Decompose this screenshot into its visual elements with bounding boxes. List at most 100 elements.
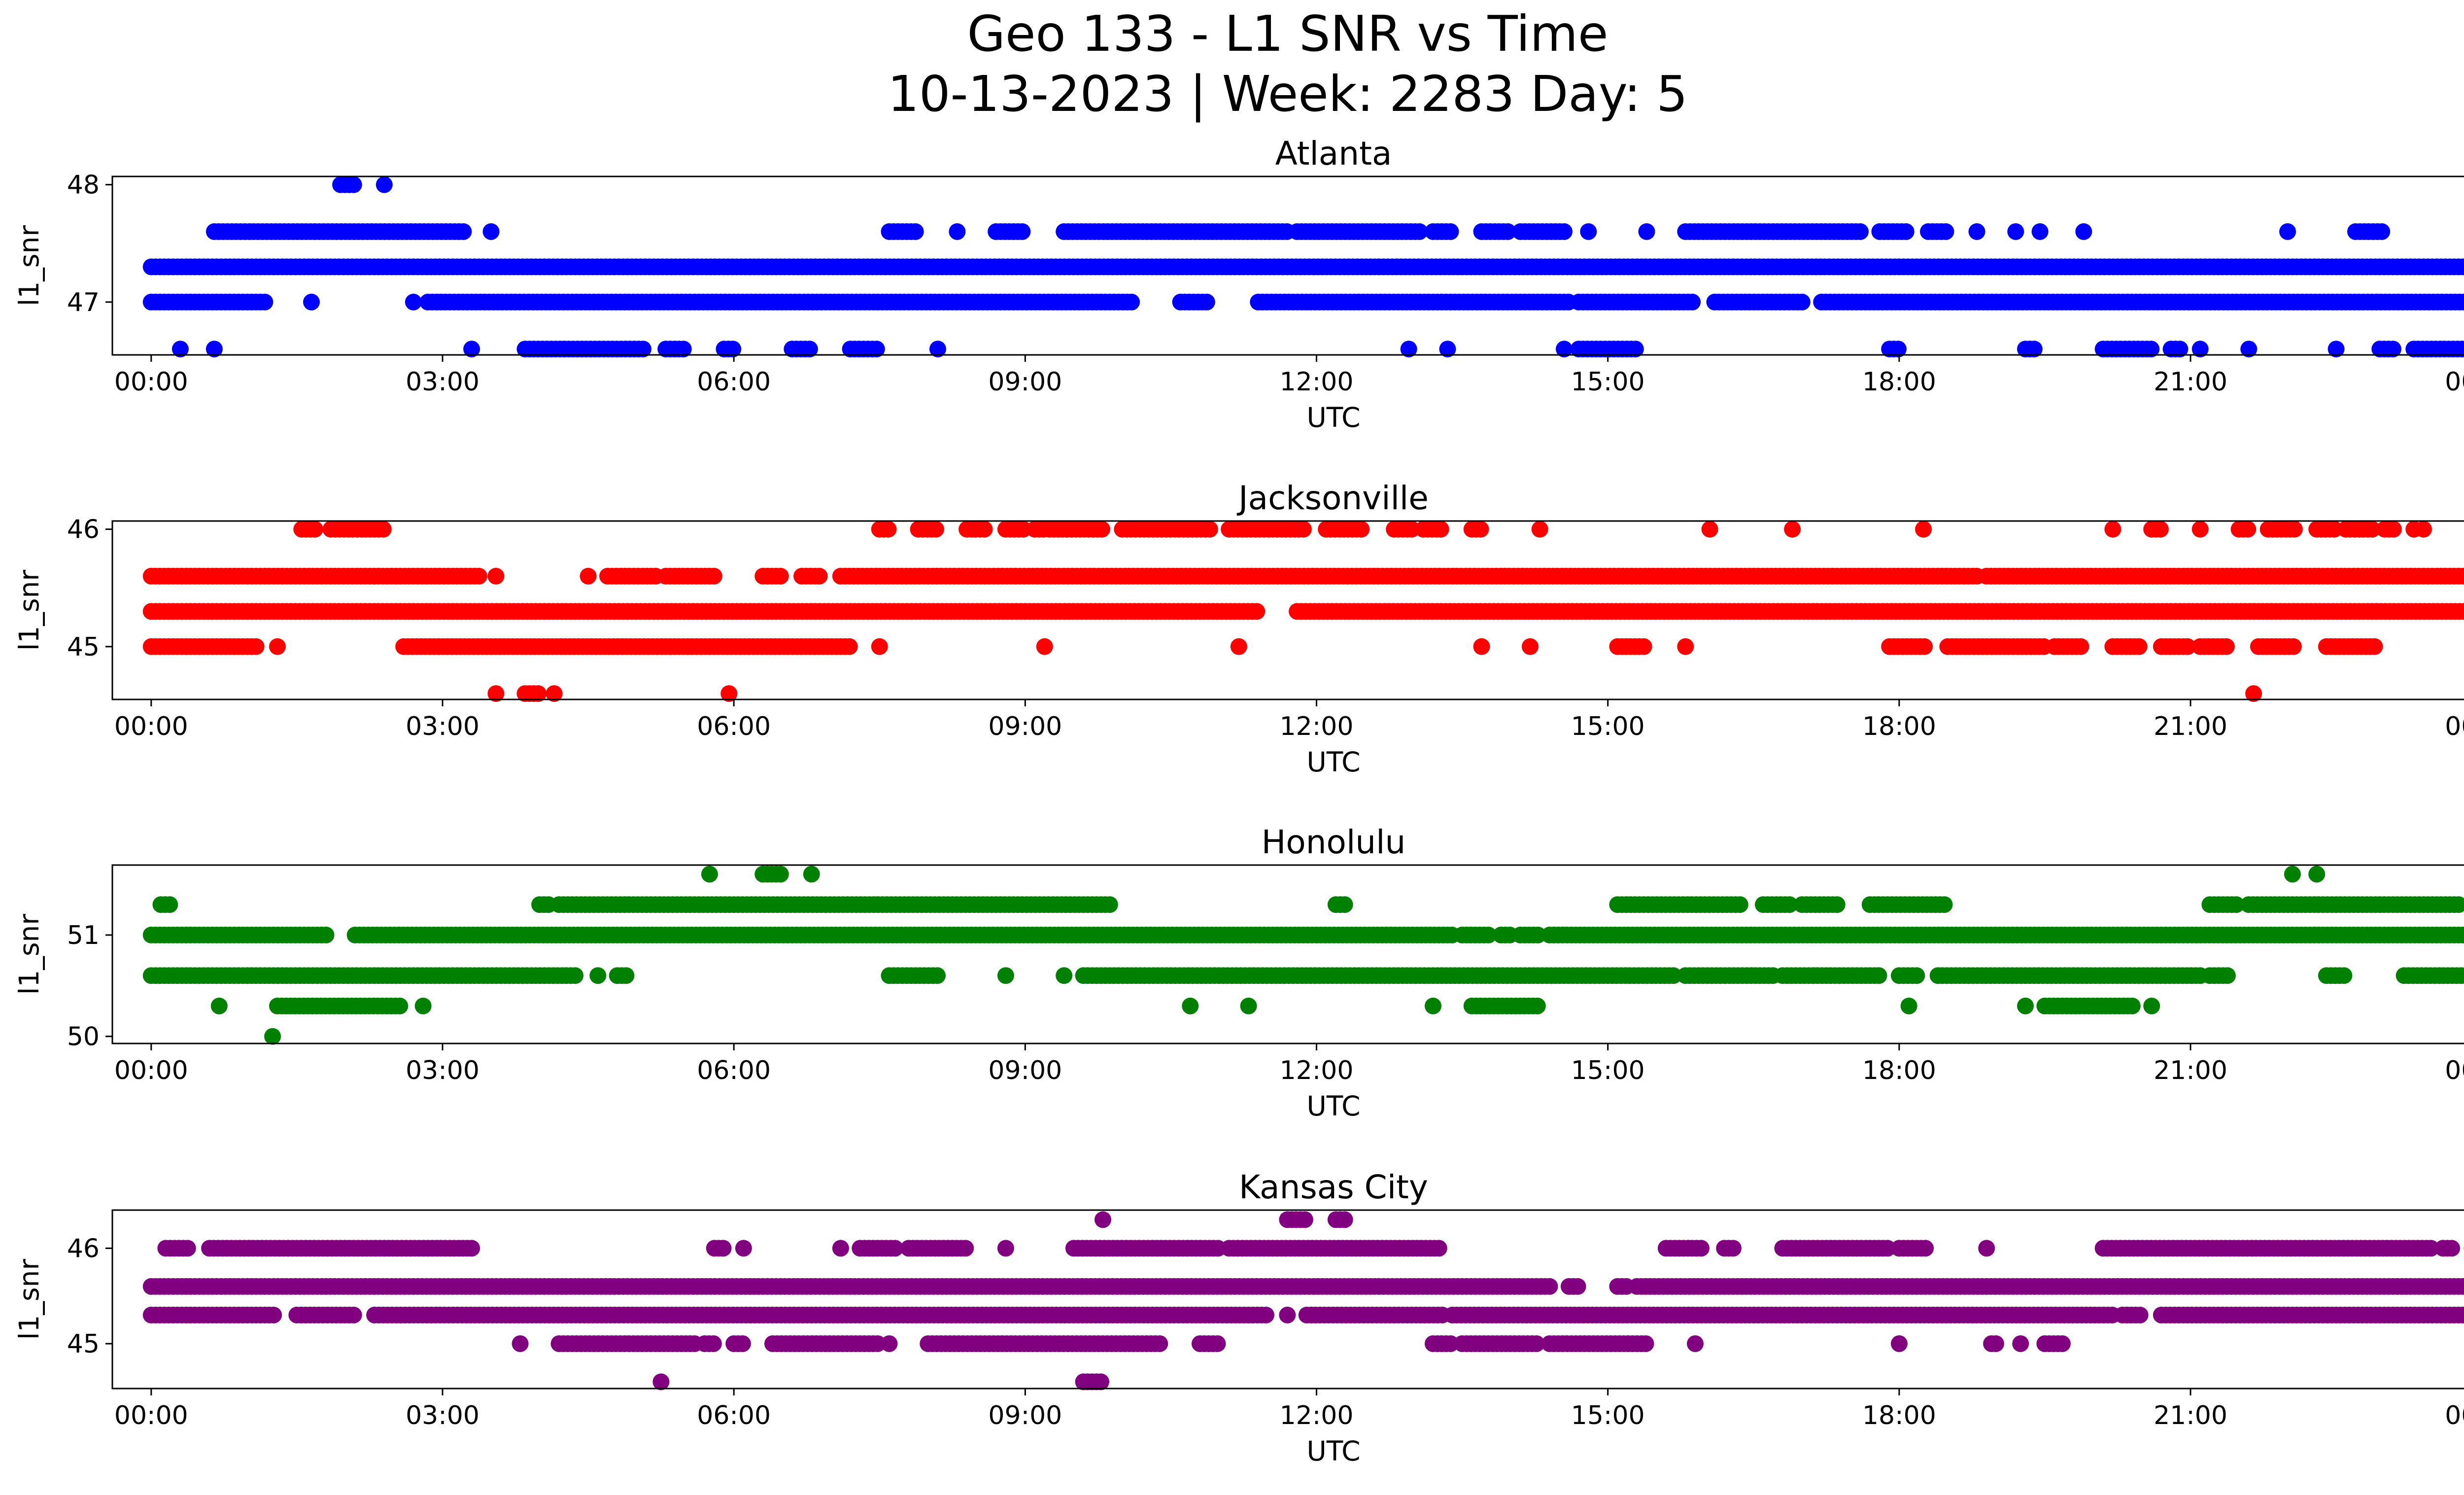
data-point xyxy=(675,341,692,358)
data-point xyxy=(2385,521,2402,538)
data-point xyxy=(2285,638,2302,655)
data-point xyxy=(2363,521,2381,538)
data-point xyxy=(2335,967,2353,984)
data-point xyxy=(1439,341,1456,358)
data-point xyxy=(1480,926,1497,943)
data-point xyxy=(1123,293,1140,311)
y-tick-label: 50 xyxy=(67,1022,100,1052)
data-point xyxy=(2459,927,2464,943)
x-tick-label: 00:00 xyxy=(114,1056,188,1085)
data-point xyxy=(1522,638,1539,655)
data-point xyxy=(530,685,547,702)
data-point xyxy=(1580,223,1597,240)
data-point xyxy=(1627,341,1644,358)
data-point xyxy=(1248,603,1266,620)
data-point xyxy=(2072,638,2089,655)
x-tick-label: 09:00 xyxy=(988,367,1062,397)
data-point xyxy=(264,1028,281,1045)
subplot-title: Honolulu xyxy=(1262,823,1406,861)
data-point xyxy=(2373,223,2391,240)
data-point xyxy=(376,176,393,193)
data-point xyxy=(1473,638,1490,655)
data-point xyxy=(1279,1306,1296,1323)
x-tick-label: 00:00 xyxy=(114,712,188,741)
data-point xyxy=(171,341,189,358)
data-point xyxy=(868,341,885,358)
data-point xyxy=(1556,223,1573,240)
data-point xyxy=(205,341,223,358)
data-point xyxy=(2104,521,2122,538)
data-point xyxy=(269,638,286,655)
data-point xyxy=(1403,521,1420,538)
data-point xyxy=(1036,638,1053,655)
data-point xyxy=(1499,223,1516,240)
data-point xyxy=(772,866,789,883)
subplot-title: Atlanta xyxy=(1275,135,1392,173)
data-point xyxy=(161,896,178,913)
data-point xyxy=(414,997,432,1014)
data-point xyxy=(375,521,392,538)
data-point xyxy=(927,521,944,538)
data-point xyxy=(345,1306,362,1323)
data-point xyxy=(2031,223,2049,240)
data-point xyxy=(1638,223,1655,240)
data-point xyxy=(2279,223,2296,240)
x-tick-label: 03:00 xyxy=(406,1056,479,1085)
y-tick-label: 46 xyxy=(67,515,100,545)
x-tick-label: 15:00 xyxy=(1571,712,1645,741)
data-point xyxy=(1094,521,1110,538)
x-tick-label: 18:00 xyxy=(1862,1056,1936,1085)
data-point xyxy=(1870,967,1887,984)
data-point xyxy=(634,341,651,358)
data-point xyxy=(1295,521,1312,538)
data-point xyxy=(1897,223,1915,240)
x-tick-label: 12:00 xyxy=(1280,1056,1354,1085)
data-point xyxy=(2459,568,2464,584)
data-point xyxy=(1937,223,1954,240)
data-point xyxy=(2384,341,2401,358)
data-point xyxy=(1684,293,1701,311)
data-point xyxy=(2143,997,2160,1014)
data-point xyxy=(1531,521,1548,538)
y-tick-label: 45 xyxy=(67,632,100,662)
x-tick-label: 18:00 xyxy=(1862,712,1936,741)
data-point xyxy=(871,638,888,655)
data-point xyxy=(617,967,635,984)
data-point xyxy=(1852,223,1869,240)
data-point xyxy=(2075,223,2092,240)
data-point xyxy=(487,685,505,702)
data-point xyxy=(2459,1279,2464,1294)
x-tick-label: 09:00 xyxy=(988,1056,1062,1085)
x-axis-label: UTC xyxy=(1306,746,1360,778)
x-axis-label: UTC xyxy=(1306,402,1360,433)
data-point xyxy=(303,293,320,311)
data-points xyxy=(142,176,2464,358)
data-point xyxy=(2458,341,2464,357)
data-point xyxy=(2457,967,2464,984)
data-point xyxy=(1182,997,1199,1014)
data-point xyxy=(1828,896,1846,913)
data-point xyxy=(1258,1306,1274,1323)
subplot-title: Kansas City xyxy=(1239,1168,1428,1206)
data-point xyxy=(1556,341,1573,358)
y-axis-label: l1_snr xyxy=(13,225,45,306)
data-point xyxy=(2366,638,2383,655)
x-tick-label: 00:00 xyxy=(114,367,188,397)
y-axis-label: l1_snr xyxy=(13,914,45,995)
data-point xyxy=(1701,521,1718,538)
data-point xyxy=(470,567,487,585)
data-point xyxy=(1541,1278,1558,1295)
data-point xyxy=(463,341,480,358)
x-tick-label: 03:00 xyxy=(406,712,479,741)
data-point xyxy=(1400,341,1417,358)
data-point xyxy=(1915,521,1932,538)
data-point xyxy=(2191,341,2209,358)
data-point xyxy=(1529,997,1546,1014)
data-point xyxy=(2326,521,2343,538)
data-point xyxy=(2179,638,2196,655)
data-point xyxy=(345,176,362,193)
